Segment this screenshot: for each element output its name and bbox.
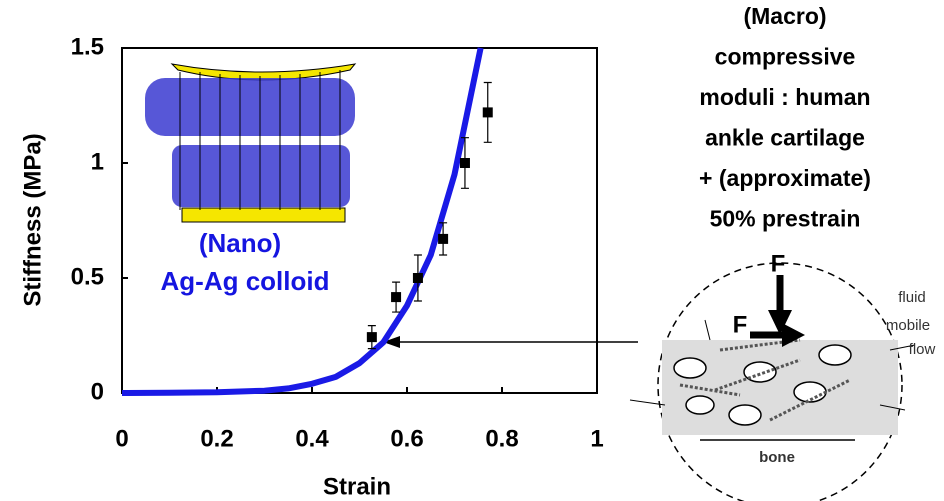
x-tick-label: 0.2 xyxy=(200,425,233,452)
macro-label: (Macro) xyxy=(743,3,826,29)
y-tick-label: 0.5 xyxy=(71,263,104,290)
y-axis-title: Stiffness (MPa) xyxy=(19,133,46,306)
x-tick-label: 0.8 xyxy=(485,425,518,452)
colloid-layer xyxy=(145,78,355,136)
fibers xyxy=(679,338,851,422)
model-curve xyxy=(121,47,484,396)
data-point xyxy=(459,158,470,168)
fluid-label: fluid xyxy=(898,289,926,306)
x-tick-label: 0 xyxy=(115,425,128,452)
force-arrow-head xyxy=(768,310,792,335)
macro-label: 50% prestrain xyxy=(710,206,861,232)
force-label: F xyxy=(733,311,748,338)
flow-arrows xyxy=(629,319,916,411)
x-tick-label: 0.6 xyxy=(390,425,423,452)
cells xyxy=(673,344,852,426)
data-point xyxy=(366,332,377,343)
x-axis-title: Strain xyxy=(323,473,391,500)
colloid-illustration xyxy=(145,63,357,223)
shear-arrow-head xyxy=(782,323,805,347)
force-label: F xyxy=(771,250,786,277)
top-plate xyxy=(170,63,357,81)
data-point xyxy=(412,273,423,283)
nano-label: (Nano) xyxy=(199,228,281,258)
plot-frame xyxy=(121,47,598,394)
bone-label: bone xyxy=(759,449,795,466)
x-tick-label: 1 xyxy=(590,425,603,452)
y-tick-label: 0 xyxy=(91,378,104,405)
dashed-circle xyxy=(657,262,903,501)
bottom-plate xyxy=(181,207,346,223)
fluid-label: flow xyxy=(909,341,936,358)
y-tick-label: 1.5 xyxy=(71,33,104,60)
macro-label: ankle cartilage xyxy=(705,125,865,151)
macro-label: compressive xyxy=(715,44,856,70)
colloid-layer xyxy=(172,145,350,207)
linker-lines xyxy=(179,70,341,210)
data-point xyxy=(438,233,449,244)
nano-label: Ag-Ag colloid xyxy=(161,266,330,296)
cartilage-diagram xyxy=(629,262,916,501)
fluid-label: mobile xyxy=(886,317,930,334)
macro-label: + (approximate) xyxy=(699,165,871,191)
data-point xyxy=(482,107,493,118)
x-tick-label: 0.4 xyxy=(295,425,329,452)
pointer-arrow-head xyxy=(383,336,400,348)
macro-label: moduli : human xyxy=(699,84,870,110)
data-point xyxy=(391,292,402,303)
y-tick-label: 1 xyxy=(91,148,104,175)
